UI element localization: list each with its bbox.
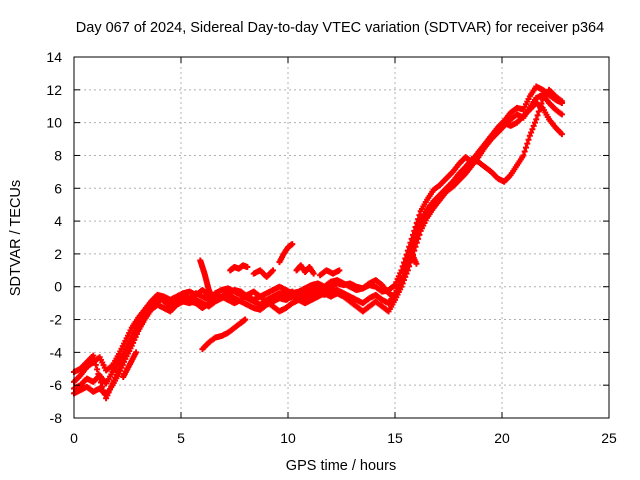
data-point [310, 270, 317, 277]
series-fragment-a [197, 257, 214, 298]
data-point [97, 379, 104, 386]
series-fragment-f [317, 267, 343, 279]
axis-ticks: 0 5 10 15 20 25 -8 -6 -4 -2 0 2 4 6 8 10 12 14 [46, 49, 617, 446]
data-point [403, 270, 410, 277]
y-tick-label: 2 [54, 246, 62, 262]
x-tick-label: 0 [70, 430, 78, 446]
data-point [413, 239, 420, 246]
chart-title: Day 067 of 2024, Sidereal Day-to-day VTE… [76, 20, 604, 36]
x-tick-label: 10 [280, 430, 296, 446]
y-tick-label: -2 [50, 312, 63, 328]
series-fragment-g [199, 316, 249, 353]
data-point [91, 357, 98, 364]
x-tick-label: 25 [601, 430, 617, 446]
data-point [533, 116, 540, 123]
data-point [100, 387, 107, 394]
data-point [416, 231, 423, 238]
y-axis-label: SDTVAR / TECUs [8, 180, 24, 296]
data-point [289, 241, 296, 248]
data-point [207, 291, 214, 298]
series-fragment-d [276, 241, 296, 266]
data-point [413, 260, 420, 267]
y-tick-label: -4 [50, 344, 63, 360]
data-point [415, 235, 422, 242]
series-fragment-e [293, 262, 317, 277]
y-tick-label: -8 [50, 410, 63, 426]
data-point [534, 112, 541, 119]
data-point [524, 140, 531, 147]
data-point [96, 375, 103, 382]
data-point [531, 119, 538, 126]
data-point [244, 264, 251, 271]
y-tick-label: 12 [46, 82, 62, 98]
y-tick-label: -6 [50, 377, 63, 393]
data-point [90, 352, 97, 359]
data-point [520, 152, 527, 159]
data-point [530, 122, 537, 129]
data-point [528, 129, 535, 136]
data-point [398, 283, 405, 290]
series-trace-1 [71, 83, 565, 392]
data-point [558, 131, 565, 138]
data-point [526, 132, 533, 139]
y-tick-label: 14 [46, 49, 62, 65]
grid-lines [74, 57, 609, 418]
series-fragment-b [227, 262, 251, 274]
data-point [535, 108, 542, 115]
y-tick-label: 4 [54, 213, 62, 229]
x-tick-label: 15 [387, 430, 403, 446]
data-point [416, 212, 423, 219]
data-point [522, 144, 529, 151]
y-tick-label: 0 [54, 279, 62, 295]
data-point [94, 366, 101, 373]
data-point [95, 371, 102, 378]
data-point [406, 263, 413, 270]
data-series [71, 83, 565, 402]
series-fragment-i [404, 250, 420, 267]
data-point [412, 243, 419, 250]
data-point [99, 383, 106, 390]
data-point [399, 280, 406, 287]
data-point [242, 316, 249, 323]
data-point [521, 148, 528, 155]
data-point [411, 247, 418, 254]
data-point [133, 349, 140, 356]
x-tick-label: 20 [494, 430, 510, 446]
plot-frame [73, 56, 610, 419]
data-point [529, 126, 536, 133]
data-point [400, 277, 407, 284]
data-point [404, 267, 411, 274]
data-point [402, 273, 409, 280]
series-fragment-h [120, 349, 140, 380]
series-trace-2 [71, 86, 565, 385]
data-point [525, 136, 532, 143]
y-tick-label: 10 [46, 115, 62, 131]
data-point [558, 111, 565, 118]
data-point [92, 361, 99, 368]
x-tick-label: 5 [177, 430, 185, 446]
data-point [336, 267, 343, 274]
series-fragment-c [250, 267, 277, 280]
y-tick-label: 6 [54, 180, 62, 196]
data-point [270, 267, 277, 274]
series-trace-4 [71, 99, 565, 402]
data-point [558, 98, 565, 105]
x-axis-label: GPS time / hours [286, 458, 396, 474]
y-tick-label: 8 [54, 147, 62, 163]
